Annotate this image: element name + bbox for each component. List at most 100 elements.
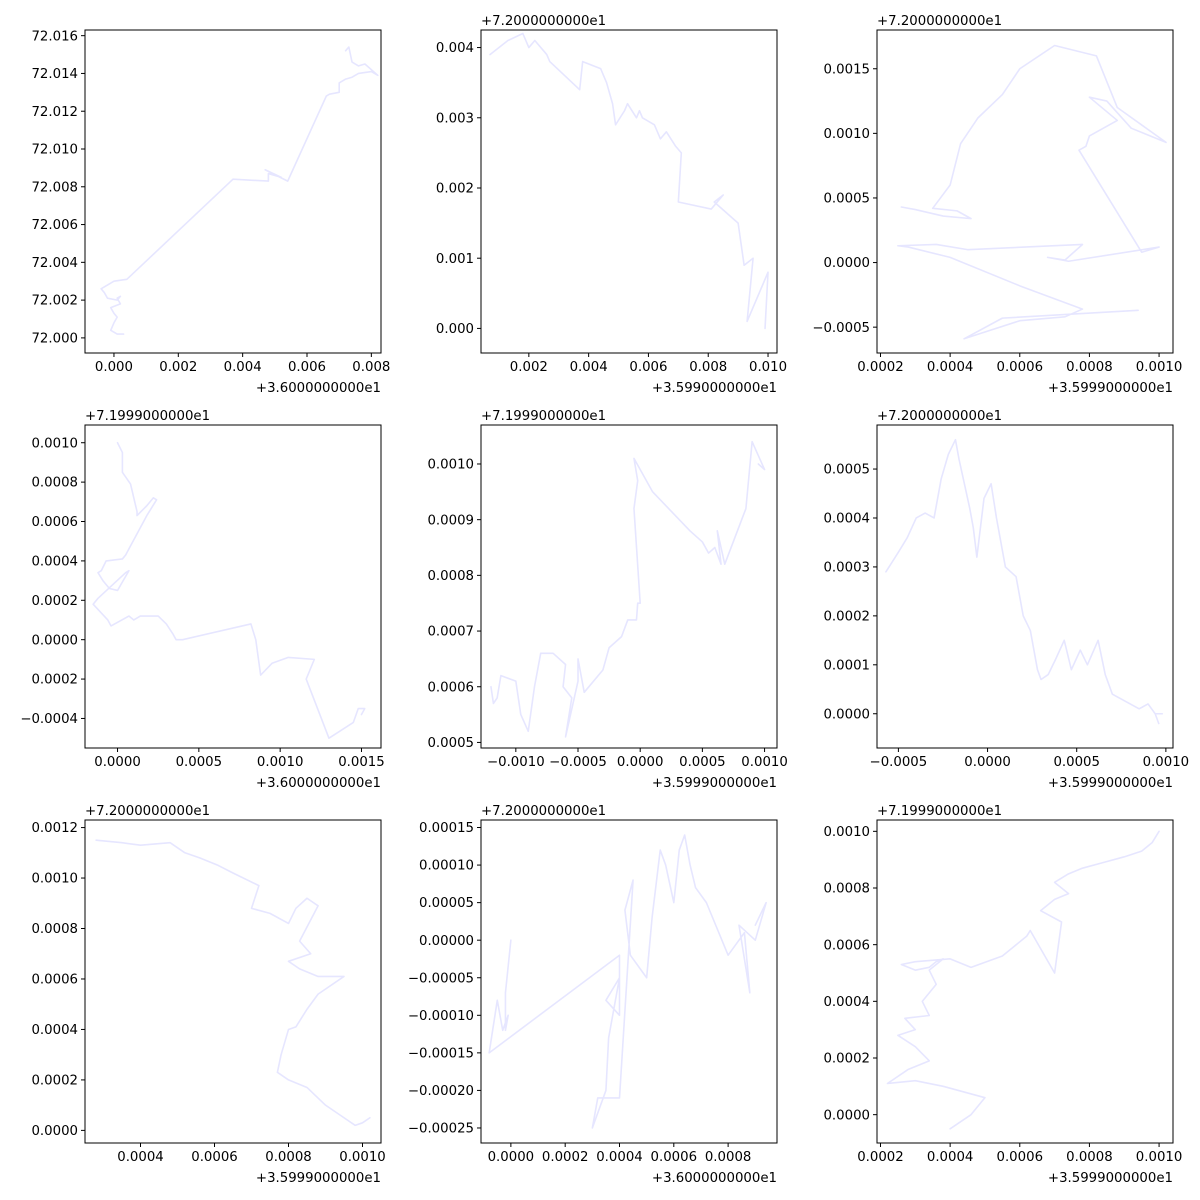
- x-tick-label: 0.0006: [997, 360, 1044, 375]
- y-tick-label: 0.0008: [31, 922, 78, 937]
- x-offset-label: +3.5999000000e1: [256, 1171, 381, 1186]
- subplot-grid: 0.000 0.002 0.004 0.006 0.008 72.000 72.002 72.…: [20, 14, 1189, 1186]
- x-tick-label: 0.0010: [1136, 1150, 1183, 1165]
- y-tick-label: 0.0002: [823, 1052, 870, 1067]
- y-tick-label: 0.0000: [823, 707, 870, 722]
- x-tick-label: 0.0006: [997, 1150, 1044, 1165]
- x-tick-label: 0.008: [689, 360, 727, 375]
- x-tick-label: 0.0008: [705, 1150, 752, 1165]
- y-tick-label: 0.0004: [31, 1023, 78, 1038]
- y-tick-label: −0.00025: [408, 1122, 474, 1137]
- x-tick-label: −0.0010: [487, 755, 545, 770]
- subplot-5: −0.0010 −0.0005 0.0000 0.0005 0.0010 0.0005 0.…: [427, 409, 787, 791]
- y-tick-label: 0.002: [436, 182, 474, 197]
- y-tick-label: 0.0008: [31, 476, 78, 491]
- y-offset-label: +7.1999000000e1: [85, 409, 210, 424]
- series-line: [886, 830, 1160, 1130]
- y-tick-label: 0.0005: [823, 192, 870, 207]
- y-tick-label: 72.004: [31, 256, 78, 271]
- x-tick-label: 0.002: [159, 360, 197, 375]
- y-tick-label: 72.000: [31, 331, 78, 346]
- subplot-6: −0.0005 0.0000 0.0005 0.0010 0.0000 0.0001 0.0…: [823, 409, 1189, 791]
- y-tick-label: 0.0010: [31, 436, 78, 451]
- axes-frame: [876, 424, 1174, 749]
- y-tick-label: 72.016: [31, 29, 78, 44]
- y-tick-label: 0.0006: [823, 938, 870, 953]
- series-line: [92, 441, 366, 739]
- x-offset-label: +3.5990000000e1: [652, 381, 777, 396]
- axes-frame: [84, 29, 382, 354]
- x-tick-label: 0.0010: [257, 755, 304, 770]
- y-tick-label: −0.00005: [408, 971, 474, 986]
- y-tick-label: 0.0015: [823, 62, 870, 77]
- subplot-9: 0.0002 0.0004 0.0006 0.0008 0.0010 0.0000 0.00…: [823, 804, 1182, 1186]
- axes-frame: [480, 424, 778, 749]
- series-line: [95, 839, 371, 1127]
- x-tick-label: 0.0004: [927, 360, 974, 375]
- y-tick-label: 0.0007: [427, 625, 474, 640]
- x-tick-label: 0.0000: [488, 1150, 535, 1165]
- x-tick-label: 0.0004: [927, 1150, 974, 1165]
- x-offset-label: +3.5999000000e1: [1048, 776, 1173, 791]
- x-tick-label: −0.0005: [870, 755, 928, 770]
- x-offset-label: +3.6000000000e1: [256, 776, 381, 791]
- y-tick-label: 0.0006: [427, 680, 474, 695]
- y-tick-label: 0.0000: [823, 256, 870, 271]
- y-tick-label: −0.0004: [20, 712, 78, 727]
- y-tick-label: 72.014: [31, 67, 78, 82]
- y-tick-label: 0.004: [436, 41, 474, 56]
- y-tick-label: 0.0002: [31, 1074, 78, 1089]
- x-tick-label: 0.0010: [339, 1150, 386, 1165]
- subplot-7: 0.0004 0.0006 0.0008 0.0010 0.0000 0.0002 0.00…: [31, 804, 385, 1186]
- x-tick-label: 0.0010: [1136, 360, 1183, 375]
- y-tick-label: 0.003: [436, 111, 474, 126]
- y-tick-label: 0.0004: [823, 512, 870, 527]
- series-line: [100, 46, 379, 335]
- x-tick-label: −0.0005: [549, 755, 607, 770]
- series-line: [885, 438, 1164, 725]
- axes-frame: [876, 29, 1174, 354]
- y-tick-label: 0.00010: [419, 859, 474, 874]
- axes-frame: [84, 819, 382, 1144]
- y-tick-label: −0.00020: [408, 1084, 474, 1099]
- y-tick-label: 0.0006: [31, 515, 78, 530]
- y-tick-label: 0.001: [436, 252, 474, 267]
- y-tick-label: 0.0002: [823, 609, 870, 624]
- x-tick-label: 0.0002: [857, 360, 904, 375]
- y-tick-label: 72.006: [31, 218, 78, 233]
- x-tick-label: 0.0000: [964, 755, 1011, 770]
- axes-frame: [480, 819, 778, 1144]
- y-tick-label: 0.00000: [419, 934, 474, 949]
- y-tick-label: 0.0010: [31, 872, 78, 887]
- x-offset-label: +3.6000000000e1: [256, 381, 381, 396]
- y-offset-label: +7.2000000000e1: [481, 14, 606, 29]
- y-tick-label: 72.010: [31, 143, 78, 158]
- x-tick-label: 0.0004: [596, 1150, 643, 1165]
- y-offset-label: +7.2000000000e1: [877, 409, 1002, 424]
- x-tick-label: 0.0008: [1066, 1150, 1113, 1165]
- x-offset-label: +3.6000000000e1: [652, 1171, 777, 1186]
- x-tick-label: 0.000: [95, 360, 133, 375]
- series-line: [489, 32, 769, 330]
- x-tick-label: 0.006: [629, 360, 667, 375]
- subplot-8: 0.0000 0.0002 0.0004 0.0006 0.0008 −0.00025 −0…: [408, 804, 778, 1186]
- y-tick-label: 0.0008: [427, 569, 474, 584]
- x-tick-label: 0.0008: [265, 1150, 312, 1165]
- y-tick-label: −0.00015: [408, 1046, 474, 1061]
- subplot-4: 0.0000 0.0005 0.0010 0.0015 −0.0004 0.0002 0.0…: [20, 409, 384, 791]
- y-tick-label: 0.0002: [31, 673, 78, 688]
- x-tick-label: 0.0006: [651, 1150, 698, 1165]
- y-tick-label: 0.00005: [419, 896, 474, 911]
- y-offset-label: +7.2000000000e1: [85, 804, 210, 819]
- x-tick-label: 0.0002: [542, 1150, 589, 1165]
- y-tick-label: 0.0009: [427, 513, 474, 528]
- y-tick-label: 0.0010: [823, 825, 870, 840]
- y-tick-label: 0.0006: [31, 973, 78, 988]
- y-tick-label: 0.0002: [31, 594, 78, 609]
- x-tick-label: 0.0005: [176, 755, 223, 770]
- series-line: [897, 44, 1167, 340]
- x-tick-label: 0.0010: [1143, 755, 1190, 770]
- y-offset-label: +7.2000000000e1: [481, 804, 606, 819]
- y-tick-label: 0.0005: [427, 736, 474, 751]
